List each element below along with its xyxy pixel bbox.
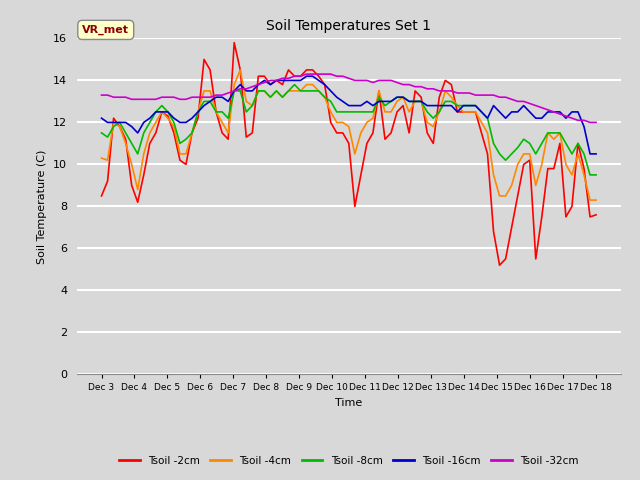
Tsoil -8cm xyxy=(128,141,136,146)
Tsoil -16cm xyxy=(303,73,310,79)
Tsoil -32cm xyxy=(399,82,407,87)
Tsoil -4cm xyxy=(170,124,178,130)
Tsoil -4cm xyxy=(592,197,600,203)
Tsoil -4cm xyxy=(236,67,244,73)
Tsoil -2cm xyxy=(460,109,467,115)
Legend: Tsoil -2cm, Tsoil -4cm, Tsoil -8cm, Tsoil -16cm, Tsoil -32cm: Tsoil -2cm, Tsoil -4cm, Tsoil -8cm, Tsoi… xyxy=(115,452,583,470)
Title: Soil Temperatures Set 1: Soil Temperatures Set 1 xyxy=(266,19,431,33)
Tsoil -8cm xyxy=(291,82,298,87)
Text: VR_met: VR_met xyxy=(82,25,129,35)
Tsoil -8cm xyxy=(460,103,467,108)
Tsoil -16cm xyxy=(586,151,594,157)
X-axis label: Time: Time xyxy=(335,398,362,408)
Tsoil -8cm xyxy=(490,141,497,146)
Tsoil -2cm xyxy=(496,262,504,268)
Tsoil -16cm xyxy=(592,151,600,157)
Tsoil -32cm xyxy=(303,71,310,77)
Tsoil -32cm xyxy=(586,120,594,125)
Line: Tsoil -16cm: Tsoil -16cm xyxy=(102,76,596,154)
Line: Tsoil -2cm: Tsoil -2cm xyxy=(102,43,596,265)
Tsoil -4cm xyxy=(128,161,136,167)
Tsoil -16cm xyxy=(98,115,106,121)
Tsoil -4cm xyxy=(200,88,208,94)
Tsoil -8cm xyxy=(200,98,208,104)
Y-axis label: Soil Temperature (C): Soil Temperature (C) xyxy=(37,149,47,264)
Tsoil -8cm xyxy=(98,130,106,136)
Tsoil -4cm xyxy=(490,172,497,178)
Tsoil -4cm xyxy=(399,95,407,100)
Tsoil -8cm xyxy=(170,120,178,125)
Line: Tsoil -4cm: Tsoil -4cm xyxy=(102,70,596,200)
Tsoil -16cm xyxy=(490,103,497,108)
Line: Tsoil -8cm: Tsoil -8cm xyxy=(102,84,596,175)
Tsoil -16cm xyxy=(399,95,407,100)
Tsoil -32cm xyxy=(128,96,136,102)
Tsoil -4cm xyxy=(98,155,106,161)
Tsoil -2cm xyxy=(490,229,497,235)
Line: Tsoil -32cm: Tsoil -32cm xyxy=(102,74,596,122)
Tsoil -16cm xyxy=(170,115,178,121)
Tsoil -2cm xyxy=(399,103,407,108)
Tsoil -32cm xyxy=(170,95,178,100)
Tsoil -2cm xyxy=(230,40,238,46)
Tsoil -32cm xyxy=(460,90,467,96)
Tsoil -32cm xyxy=(592,120,600,125)
Tsoil -32cm xyxy=(200,95,208,100)
Tsoil -2cm xyxy=(128,182,136,188)
Tsoil -8cm xyxy=(399,95,407,100)
Tsoil -4cm xyxy=(586,197,594,203)
Tsoil -16cm xyxy=(128,124,136,130)
Tsoil -16cm xyxy=(460,103,467,108)
Tsoil -8cm xyxy=(592,172,600,178)
Tsoil -2cm xyxy=(592,212,600,218)
Tsoil -2cm xyxy=(170,130,178,136)
Tsoil -32cm xyxy=(98,92,106,98)
Tsoil -16cm xyxy=(200,103,208,108)
Tsoil -4cm xyxy=(460,109,467,115)
Tsoil -8cm xyxy=(586,172,594,178)
Tsoil -2cm xyxy=(98,193,106,199)
Tsoil -2cm xyxy=(200,57,208,62)
Tsoil -32cm xyxy=(490,92,497,98)
